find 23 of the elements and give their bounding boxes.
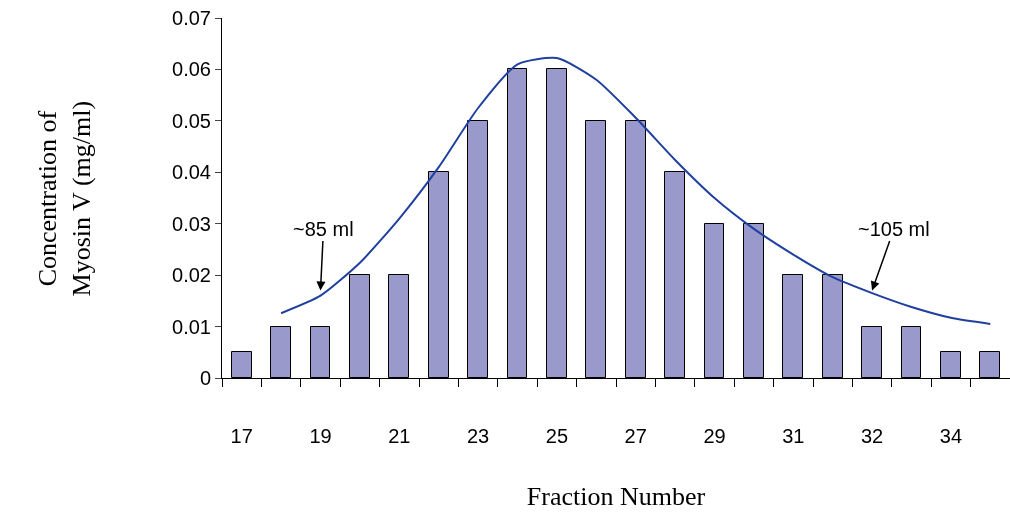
- x-tick-label: 17: [230, 425, 253, 447]
- y-tick-label: 0.07: [172, 7, 211, 29]
- x-tick-label: 27: [624, 425, 647, 447]
- x-tick-label: 32: [860, 425, 884, 447]
- line-series: [280, 56, 992, 325]
- y-tick-label: 0.06: [172, 58, 211, 81]
- y-tick-label: 0.03: [172, 212, 211, 235]
- x-tick-label: 34: [939, 425, 963, 447]
- x-tick-label: 25: [545, 425, 569, 447]
- y-tick-label: 0: [199, 367, 211, 389]
- y-tick-label: 0.01: [172, 315, 211, 338]
- y-axis-title: Concentration of Myosin V (mg/ml): [33, 100, 97, 297]
- x-tick-label: 21: [388, 425, 411, 447]
- x-tick-label: 29: [703, 425, 726, 447]
- annotation: ~105 ml: [858, 218, 930, 240]
- x-tick-label: 23: [466, 425, 490, 447]
- x-tick-label: 31: [782, 425, 805, 447]
- y-tick-label: 0.05: [172, 109, 211, 132]
- x-tick-label: 19: [309, 425, 332, 447]
- x-axis-title: Fraction Number: [526, 481, 706, 511]
- annotation: ~85 ml: [293, 218, 354, 240]
- y-tick-label: 0.04: [172, 161, 211, 184]
- y-tick-label: 0.02: [172, 264, 211, 287]
